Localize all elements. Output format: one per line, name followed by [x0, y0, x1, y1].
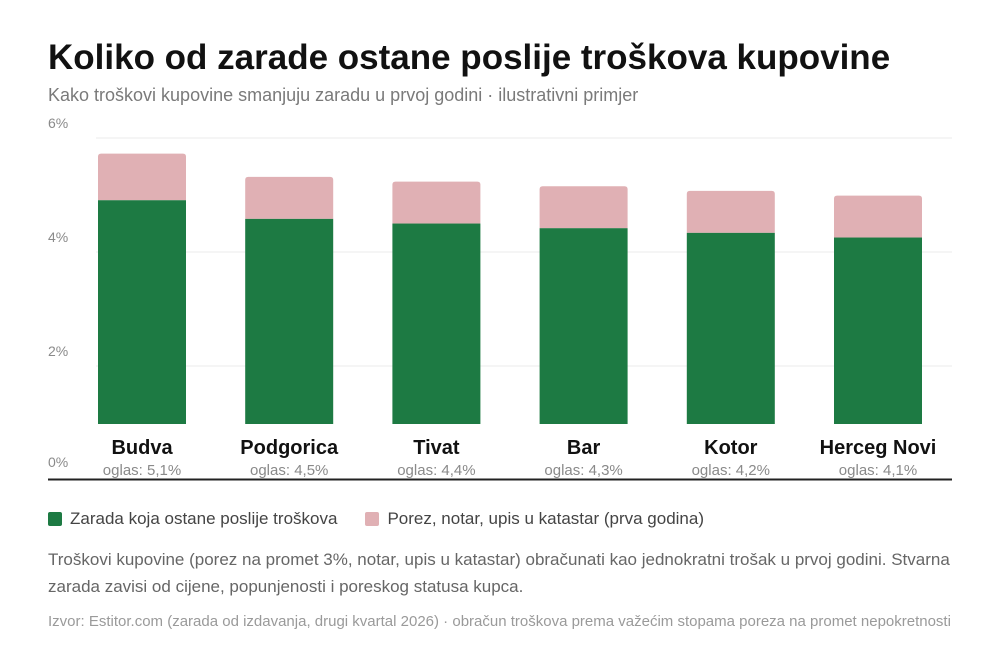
- chart-subtitle: Kako troškovi kupovine smanjuju zaradu u…: [48, 85, 639, 105]
- bar-segment-net: [245, 218, 334, 424]
- chart-title: Koliko od zarade ostane poslije troškova…: [48, 38, 891, 77]
- bar-segment-net: [539, 228, 628, 424]
- bar-segment-net: [686, 232, 775, 424]
- bar-segment-costs: [686, 190, 775, 233]
- category-label: Herceg Novi: [820, 437, 937, 459]
- category-label: Budva: [111, 437, 173, 459]
- category-label: Tivat: [413, 437, 460, 459]
- source-line: Izvor: Estitor.com (zarada od izdavanja,…: [48, 613, 951, 630]
- category-sublabel: oglas: 4,4%: [397, 462, 475, 479]
- chart-legend: Zarada koja ostane poslije troškova Pore…: [48, 509, 732, 529]
- legend-swatch-net: [48, 512, 62, 526]
- legend-swatch-costs: [365, 512, 380, 526]
- category-label: Kotor: [704, 437, 758, 459]
- y-tick-label: 0%: [48, 454, 68, 470]
- category-label: Podgorica: [240, 437, 339, 459]
- category-label: Bar: [567, 437, 601, 459]
- category-sublabel: oglas: 4,5%: [250, 462, 328, 479]
- bar-segment-costs: [539, 186, 628, 229]
- bar-segment-net: [834, 237, 922, 424]
- bar-segment-net: [392, 223, 481, 424]
- legend-item-costs: Porez, notar, upis u katastar (prva godi…: [365, 509, 704, 529]
- legend-label-costs: Porez, notar, upis u katastar (prva godi…: [387, 509, 704, 528]
- stacked-bar-chart: 0% 2% 4% 6% Budva oglas: 5,1% Podgorica oglas: …: [48, 115, 952, 481]
- bar-segment-costs: [98, 153, 186, 201]
- category-sublabel: oglas: 4,1%: [839, 462, 917, 479]
- category-sublabel: oglas: 4,2%: [692, 462, 770, 479]
- bar-segment-costs: [834, 195, 922, 238]
- footnote: Troškovi kupovine (porez na promet 3%, n…: [48, 550, 950, 596]
- y-tick-label: 6%: [48, 115, 68, 131]
- bar-segment-costs: [392, 181, 481, 224]
- legend-item-net: Zarada koja ostane poslije troškova: [48, 509, 337, 529]
- y-tick-label: 2%: [48, 343, 68, 359]
- bar-segment-costs: [245, 176, 334, 219]
- category-sublabel: oglas: 4,3%: [544, 462, 622, 479]
- y-tick-label: 4%: [48, 229, 68, 245]
- legend-label-net: Zarada koja ostane poslije troškova: [70, 509, 338, 528]
- category-sublabel: oglas: 5,1%: [103, 462, 181, 479]
- bar-segment-net: [98, 200, 186, 424]
